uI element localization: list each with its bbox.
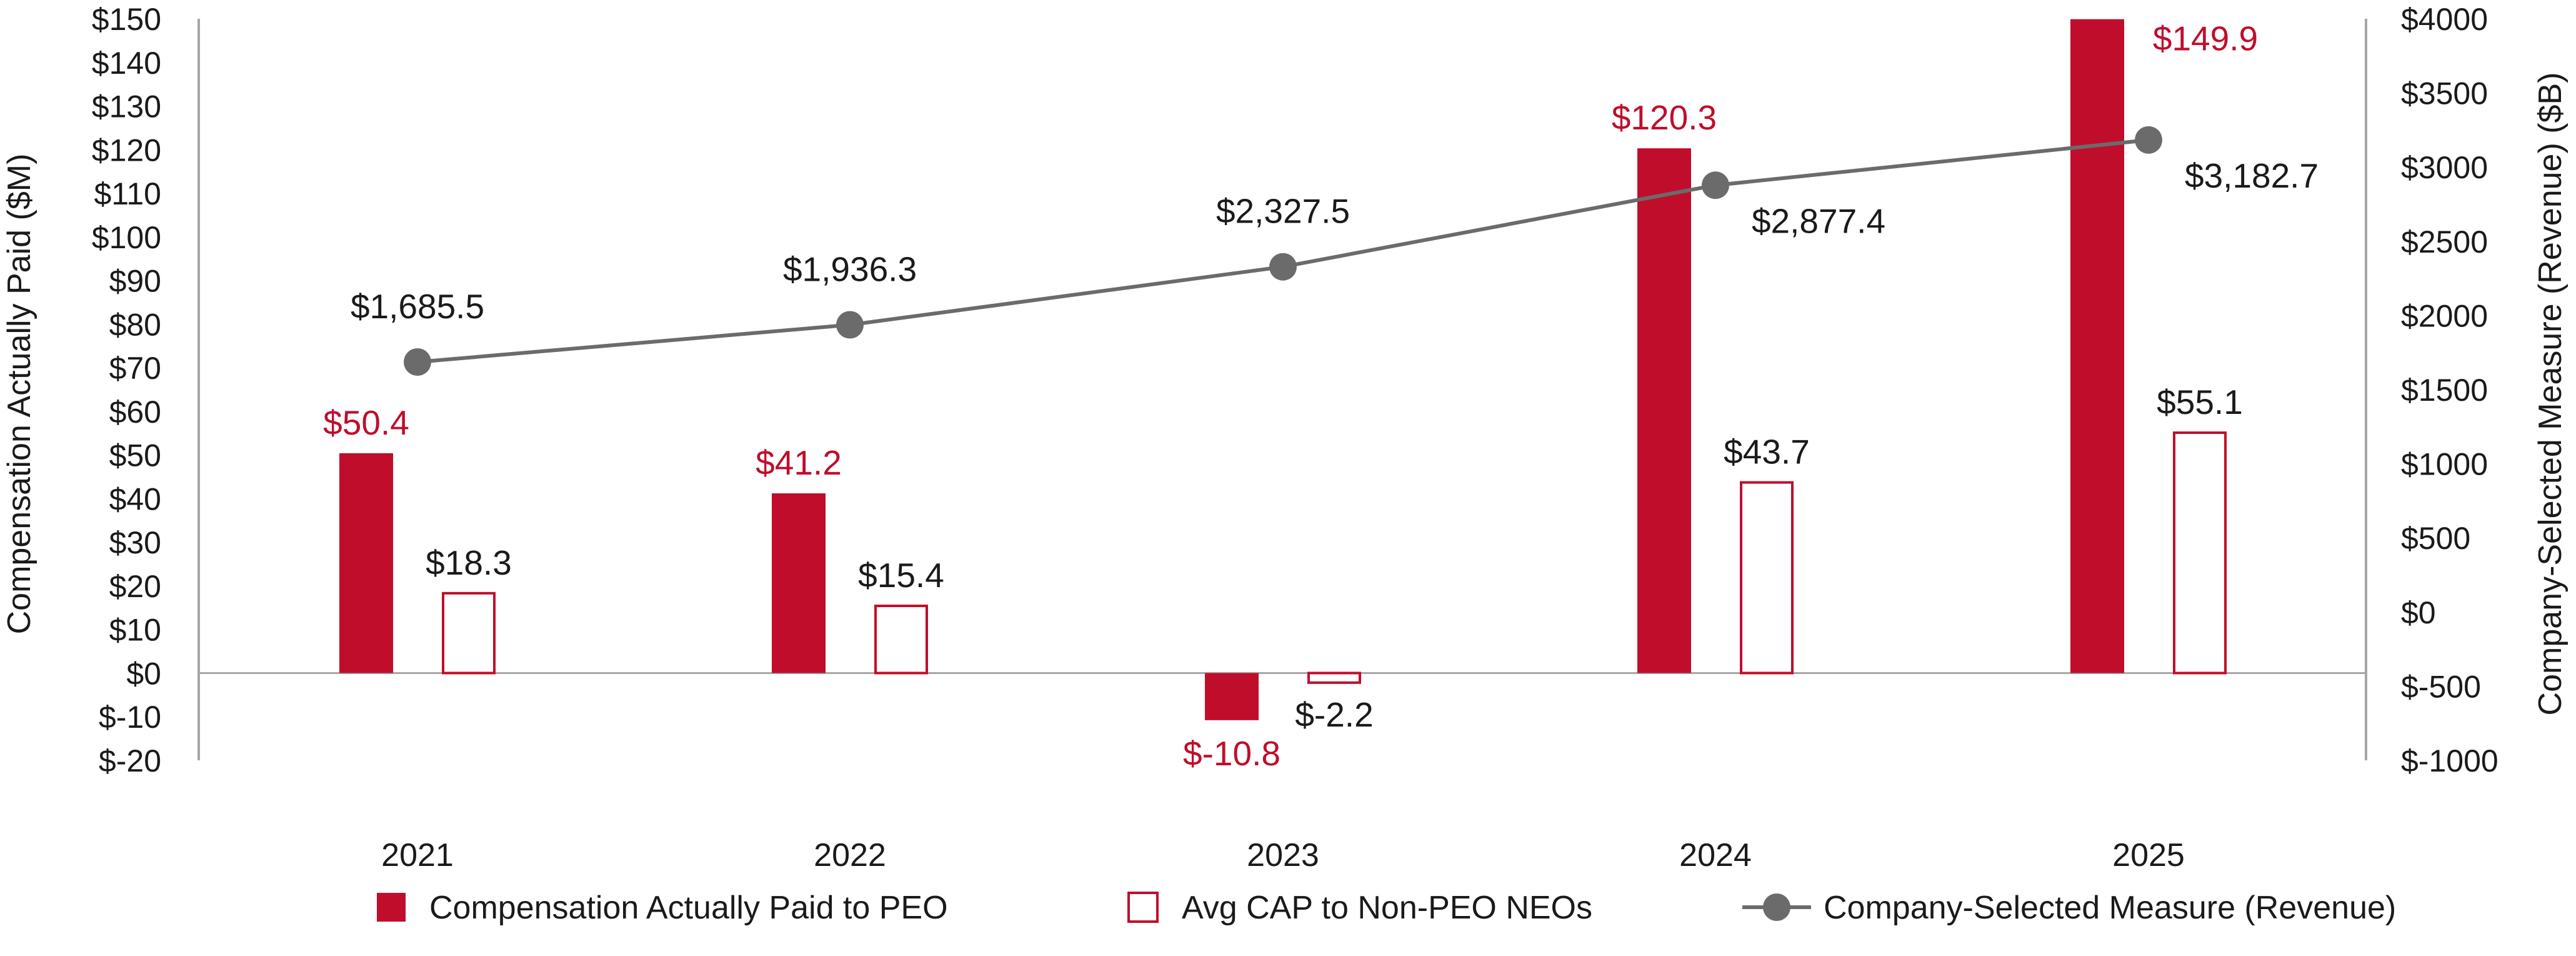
- axes-group: [197, 19, 2367, 760]
- neo-data-label: $15.4: [858, 556, 944, 595]
- left-tick-label: $30: [109, 525, 161, 560]
- left-axis-ticks: $150 $140 $130 $120 $110 $100 $90 $80 $70 $60 $50 $…: [92, 2, 161, 778]
- neo-data-label: $55.1: [2157, 383, 2243, 421]
- right-axis-title: Company-Selected Measure (Revenue) ($B): [2532, 73, 2569, 716]
- bars-group: [339, 19, 2227, 720]
- legend-swatch-neo: [1127, 892, 1159, 923]
- peo-bar: [339, 453, 393, 673]
- right-tick-label: $-500: [2401, 669, 2481, 704]
- revenue-marker: [1269, 253, 1297, 281]
- revenue-marker: [836, 311, 864, 339]
- peo-data-label: $50.4: [323, 403, 409, 442]
- peo-bar: [1205, 673, 1259, 720]
- neo-bar: [1307, 672, 1361, 684]
- right-tick-label: $2000: [2401, 298, 2488, 333]
- peo-bar: [2070, 19, 2124, 673]
- left-tick-label: $130: [92, 89, 161, 124]
- left-tick-label: $60: [109, 395, 161, 430]
- left-axis-title: Compensation Actually Paid ($M): [1, 154, 37, 635]
- revenue-marker: [404, 348, 431, 376]
- left-tick-label: $40: [109, 481, 161, 516]
- right-tick-label: $4000: [2401, 2, 2488, 37]
- left-tick-label: $100: [92, 220, 161, 255]
- left-tick-label: $0: [126, 656, 161, 691]
- peo-data-label: $-10.8: [1183, 734, 1281, 773]
- legend-label-neo: Avg CAP to Non-PEO NEOs: [1182, 890, 1592, 926]
- right-tick-label: $3500: [2401, 76, 2488, 111]
- right-tick-label: $1500: [2401, 373, 2488, 408]
- revenue-line-group: [404, 126, 2162, 376]
- left-tick-label: $120: [92, 133, 161, 168]
- revenue-data-label: $1,685.5: [351, 287, 484, 326]
- right-tick-label: $0: [2401, 595, 2436, 630]
- category-label: 2021: [381, 837, 454, 873]
- revenue-marker: [2135, 126, 2162, 154]
- left-tick-label: $50: [109, 438, 161, 473]
- legend: Compensation Actually Paid to PEO Avg CA…: [377, 890, 2396, 926]
- revenue-data-label: $2,327.5: [1216, 192, 1350, 231]
- peo-data-label: $120.3: [1612, 98, 1717, 137]
- neo-data-label: $43.7: [1724, 433, 1810, 471]
- right-tick-label: $1000: [2401, 447, 2488, 482]
- legend-marker-revenue: [1763, 893, 1790, 921]
- left-tick-label: $70: [109, 351, 161, 386]
- neo-bar: [1740, 481, 1794, 675]
- neo-bar: [442, 591, 496, 675]
- category-label: 2025: [2112, 837, 2185, 873]
- left-tick-label: $90: [109, 264, 161, 299]
- legend-label-revenue: Company-Selected Measure (Revenue): [1824, 890, 2396, 926]
- left-tick-label: $80: [109, 307, 161, 342]
- revenue-data-label: $1,936.3: [783, 250, 917, 289]
- left-tick-label: $140: [92, 46, 161, 81]
- revenue-marker: [1702, 171, 1729, 199]
- right-tick-label: $-1000: [2401, 743, 2499, 778]
- legend-swatch-peo: [377, 893, 406, 922]
- revenue-line: [417, 138, 2149, 364]
- left-tick-label: $-20: [99, 743, 161, 778]
- neo-bar: [2173, 431, 2227, 675]
- revenue-data-label: $2,877.4: [1752, 201, 1885, 240]
- category-label: 2024: [1679, 837, 1752, 873]
- neo-data-label: $18.3: [426, 543, 512, 582]
- right-tick-label: $500: [2401, 521, 2470, 556]
- peo-data-label: $149.9: [2153, 19, 2258, 58]
- peo-bar: [772, 493, 826, 673]
- category-label: 2022: [814, 837, 886, 873]
- right-axis-ticks: $4000 $3500 $3000 $2500 $2000 $1500 $1000 $500 $…: [2401, 2, 2499, 778]
- legend-label-peo: Compensation Actually Paid to PEO: [429, 890, 948, 926]
- revenue-data-label: $3,182.7: [2185, 156, 2319, 195]
- left-tick-label: $20: [109, 569, 161, 604]
- data-labels-group: $50.4 $41.2 $-10.8 $120.3 $149.9 $18.3 $15.4 $-…: [323, 19, 2319, 773]
- peo-bar: [1637, 148, 1691, 673]
- peo-data-label: $41.2: [756, 443, 842, 482]
- neo-data-label: $-2.2: [1295, 695, 1373, 734]
- left-tick-label: $150: [92, 2, 161, 37]
- category-label: 2023: [1247, 837, 1319, 873]
- left-tick-label: $-10: [99, 700, 161, 735]
- category-labels: 2021 2022 2023 2024 2025: [381, 837, 2185, 873]
- right-tick-label: $2500: [2401, 224, 2488, 259]
- right-tick-label: $3000: [2401, 150, 2488, 185]
- left-tick-label: $10: [109, 613, 161, 648]
- left-tick-label: $110: [94, 176, 161, 211]
- neo-bar: [874, 605, 928, 675]
